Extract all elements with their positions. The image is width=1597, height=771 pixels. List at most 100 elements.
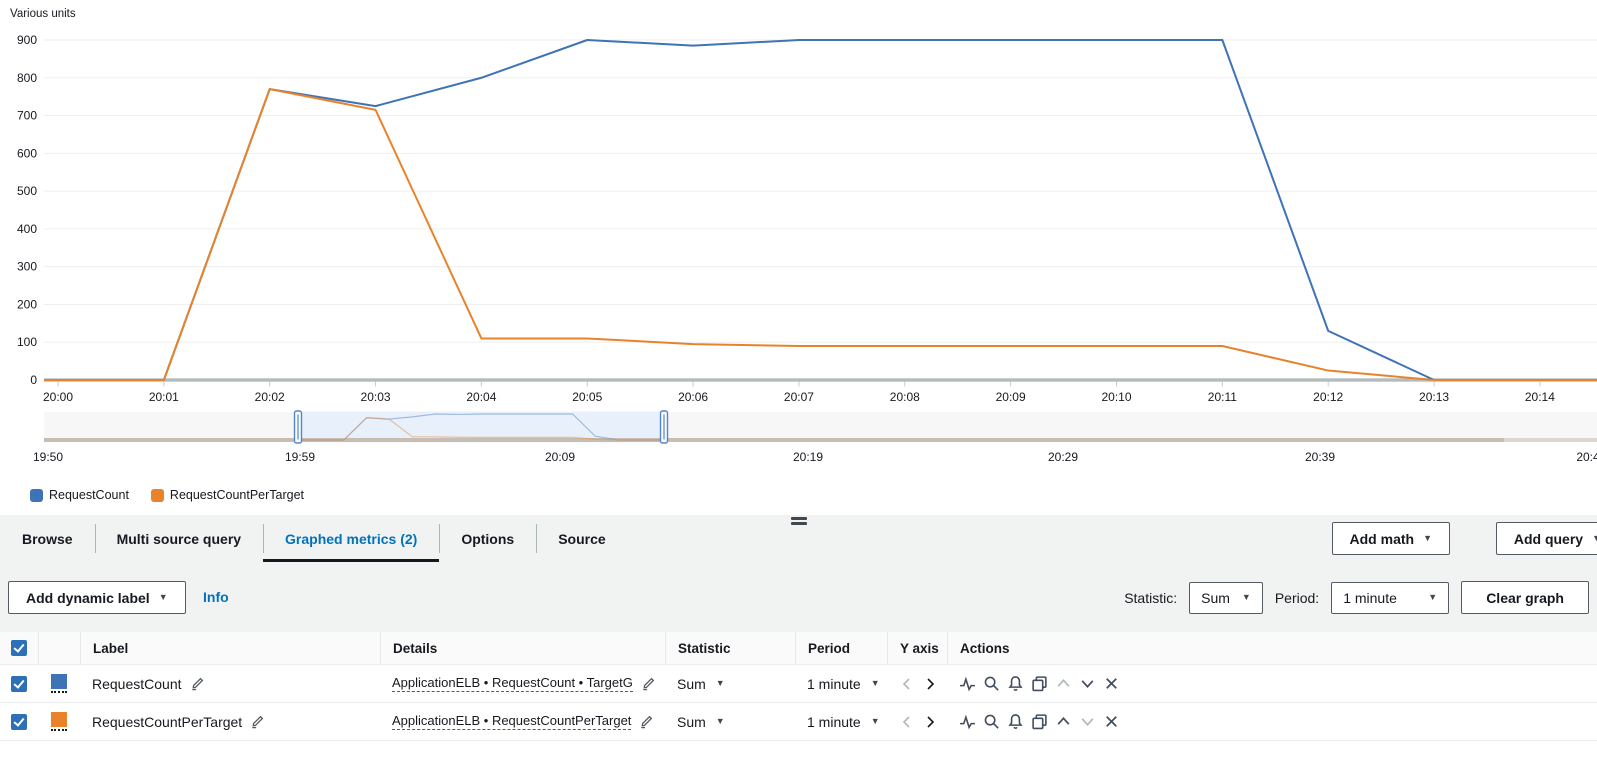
column-header-statistic: Statistic — [665, 632, 795, 664]
column-header-details: Details — [380, 632, 665, 664]
duplicate-icon[interactable] — [1031, 675, 1048, 692]
legend-label: RequestCountPerTarget — [169, 488, 305, 502]
add-query-label: Add query — [1513, 530, 1584, 547]
select-all-checkbox[interactable] — [11, 640, 27, 656]
clear-graph-label: Clear graph — [1486, 589, 1564, 606]
edit-label-icon[interactable] — [190, 676, 205, 691]
statistic-select[interactable]: Sum ▼ — [1189, 581, 1263, 614]
svg-text:300: 300 — [17, 260, 37, 274]
caret-down-icon: ▼ — [1241, 592, 1251, 602]
clear-graph-button[interactable]: Clear graph — [1461, 581, 1589, 614]
svg-text:200: 200 — [17, 297, 37, 311]
row-period-select[interactable]: 1 minute ▼ — [795, 703, 887, 740]
edit-details-icon[interactable] — [641, 676, 656, 691]
svg-text:19:59: 19:59 — [285, 450, 315, 464]
series-line-requestcountpertarget — [44, 88, 1597, 381]
tab-browse[interactable]: Browse — [0, 515, 95, 562]
legend-item-requestcount[interactable]: RequestCount — [30, 488, 129, 502]
svg-text:20:19: 20:19 — [793, 450, 823, 464]
zoom-metric-icon[interactable] — [983, 713, 1000, 730]
row-period-select[interactable]: 1 minute ▼ — [795, 665, 887, 702]
statistic-label: Statistic: — [1124, 589, 1178, 606]
row-checkbox[interactable] — [11, 675, 27, 692]
svg-text:20:04: 20:04 — [466, 390, 496, 404]
chart-section: Various units 0 100 200 300 400 500 600 700 800 9… — [0, 8, 1597, 502]
legend-label: RequestCount — [49, 488, 129, 502]
svg-text:20:39: 20:39 — [1305, 450, 1335, 464]
svg-text:900: 900 — [17, 33, 37, 47]
period-label: Period: — [1274, 589, 1320, 606]
svg-text:20:07: 20:07 — [784, 390, 814, 404]
row-period-value: 1 minute — [807, 713, 861, 730]
edit-label-icon[interactable] — [250, 714, 265, 729]
add-query-button[interactable]: Add query ▼ — [1495, 522, 1597, 555]
caret-down-icon: ▼ — [870, 716, 880, 726]
chart-unit-label: Various units — [10, 8, 76, 20]
graph-this-metric-icon[interactable] — [959, 713, 976, 730]
remove-metric-icon[interactable] — [1103, 675, 1120, 692]
duplicate-icon[interactable] — [1031, 713, 1048, 730]
row-checkbox[interactable] — [11, 713, 27, 730]
tab-options[interactable]: Options — [439, 515, 536, 562]
row-statistic-select[interactable]: Sum ▼ — [665, 665, 795, 702]
caret-down-icon: ▼ — [158, 592, 168, 602]
svg-text:400: 400 — [17, 222, 37, 236]
metric-details[interactable]: ApplicationELB • RequestCount • TargetG — [392, 675, 633, 692]
metric-label: RequestCount — [92, 675, 182, 692]
graphed-metrics-table: Label Details Statistic Period Y axis Ac… — [0, 632, 1597, 741]
yaxis-left-icon — [899, 714, 915, 730]
metrics-toolbar: Add dynamic label ▼ Info Statistic: Sum … — [0, 562, 1597, 632]
svg-text:800: 800 — [17, 71, 37, 85]
legend-item-requestcountpertarget[interactable]: RequestCountPerTarget — [150, 488, 305, 502]
panel-resize-handle[interactable] — [790, 517, 807, 527]
metric-details[interactable]: ApplicationELB • RequestCountPerTarget — [392, 713, 632, 730]
yaxis-left-icon — [899, 676, 915, 692]
create-alarm-icon[interactable] — [1007, 713, 1024, 730]
series-color-swatch[interactable] — [51, 712, 67, 731]
tab-label: Browse — [22, 530, 73, 547]
tab-source[interactable]: Source — [536, 515, 627, 562]
tab-label: Multi source query — [116, 530, 242, 547]
table-row: RequestCount ApplicationELB • RequestCou… — [0, 665, 1597, 703]
toolbar-right-group: Statistic: Sum ▼ Period: 1 minute ▼ Clea… — [1124, 581, 1589, 614]
add-math-button[interactable]: Add math ▼ — [1331, 522, 1450, 555]
caret-down-icon: ▼ — [1428, 592, 1438, 602]
column-header-yaxis: Y axis — [887, 632, 947, 664]
caret-down-icon: ▼ — [1423, 533, 1432, 543]
move-up-icon[interactable] — [1055, 713, 1072, 730]
svg-text:20:09: 20:09 — [996, 390, 1026, 404]
metric-label: RequestCountPerTarget — [92, 713, 243, 730]
info-link[interactable]: Info — [203, 589, 229, 605]
svg-text:20:03: 20:03 — [361, 390, 391, 404]
caret-down-icon: ▼ — [715, 678, 725, 688]
column-header-label: Label — [80, 632, 380, 664]
create-alarm-icon[interactable] — [1007, 675, 1024, 692]
row-period-value: 1 minute — [807, 675, 861, 692]
add-dynamic-label-button[interactable]: Add dynamic label ▼ — [8, 581, 186, 614]
table-header-row: Label Details Statistic Period Y axis Ac… — [0, 632, 1597, 665]
svg-text:20:12: 20:12 — [1313, 390, 1343, 404]
tab-graphed-metrics[interactable]: Graphed metrics (2) — [263, 515, 440, 562]
edit-details-icon[interactable] — [639, 714, 654, 729]
svg-text:600: 600 — [17, 146, 37, 160]
yaxis-right-icon[interactable] — [922, 676, 938, 692]
graph-this-metric-icon[interactable] — [959, 675, 976, 692]
remove-metric-icon[interactable] — [1103, 713, 1120, 730]
yaxis-right-icon[interactable] — [922, 714, 938, 730]
series-color-swatch[interactable] — [51, 674, 67, 693]
move-down-icon[interactable] — [1079, 675, 1096, 692]
row-statistic-select[interactable]: Sum ▼ — [665, 703, 795, 740]
zoom-metric-icon[interactable] — [983, 675, 1000, 692]
period-select[interactable]: 1 minute ▼ — [1331, 581, 1450, 614]
metrics-line-chart[interactable]: 0 100 200 300 400 500 600 700 800 900 20:00 20:01 20… — [0, 20, 1597, 488]
move-up-icon — [1055, 675, 1072, 692]
svg-text:20:11: 20:11 — [1208, 390, 1237, 404]
chart-legend: RequestCount RequestCountPerTarget — [30, 488, 304, 502]
svg-text:20:00: 20:00 — [43, 390, 73, 404]
add-math-label: Add math — [1349, 530, 1415, 547]
caret-down-icon: ▼ — [870, 678, 880, 688]
svg-text:19:50: 19:50 — [33, 450, 63, 464]
svg-text:20:06: 20:06 — [678, 390, 708, 404]
legend-swatch — [150, 488, 164, 502]
tab-multi-source-query[interactable]: Multi source query — [94, 515, 263, 562]
